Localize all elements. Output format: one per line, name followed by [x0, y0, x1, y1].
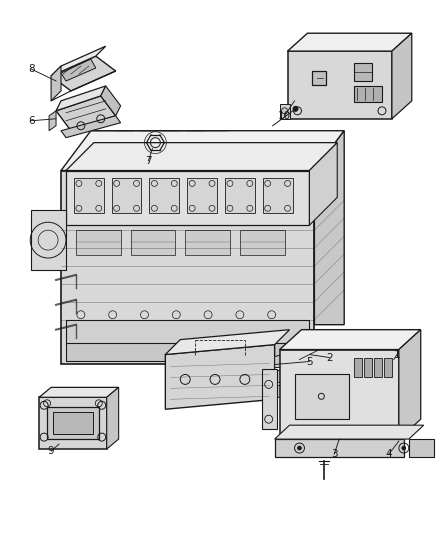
Bar [31, 211, 66, 270]
Polygon shape [61, 131, 344, 171]
Polygon shape [288, 33, 412, 51]
Text: 10: 10 [278, 111, 291, 121]
Polygon shape [165, 345, 275, 409]
Bar [74, 179, 104, 213]
Bar [384, 358, 392, 377]
Circle shape [402, 446, 406, 450]
Circle shape [297, 446, 301, 450]
Text: 9: 9 [48, 446, 54, 456]
Bar [47, 407, 99, 439]
Bar [53, 412, 93, 434]
Bar [225, 179, 255, 213]
Bar [409, 439, 434, 457]
Bar [279, 104, 290, 119]
Text: 8: 8 [28, 64, 35, 74]
Bar [262, 369, 277, 429]
Bar [66, 171, 309, 225]
Text: 5: 5 [306, 357, 313, 367]
Polygon shape [66, 143, 337, 171]
Bar [354, 358, 362, 377]
Bar [279, 350, 399, 439]
Polygon shape [314, 131, 344, 325]
Polygon shape [275, 382, 294, 397]
Bar [354, 63, 372, 81]
Text: 2: 2 [326, 352, 332, 362]
Bar [66, 320, 309, 345]
Bar [294, 375, 349, 419]
Polygon shape [51, 66, 61, 101]
Bar [61, 171, 314, 365]
Bar [374, 358, 382, 377]
Text: 3: 3 [331, 449, 338, 459]
Text: 6: 6 [28, 116, 35, 126]
Bar [185, 230, 230, 255]
Polygon shape [51, 46, 106, 76]
Bar [288, 51, 392, 119]
Polygon shape [56, 86, 106, 111]
Polygon shape [61, 116, 120, 138]
Bar [112, 179, 141, 213]
Bar [76, 230, 120, 255]
Bar [312, 71, 326, 85]
Bar [354, 86, 382, 102]
Polygon shape [61, 59, 96, 81]
Polygon shape [51, 56, 116, 91]
Polygon shape [275, 425, 424, 439]
Polygon shape [49, 111, 56, 131]
Polygon shape [39, 387, 119, 397]
Bar [275, 439, 404, 457]
Polygon shape [107, 387, 119, 449]
Polygon shape [275, 367, 294, 382]
Polygon shape [275, 352, 294, 367]
Polygon shape [279, 330, 421, 350]
Polygon shape [165, 330, 290, 354]
Polygon shape [101, 86, 120, 116]
Bar [364, 358, 372, 377]
Bar [240, 230, 285, 255]
Polygon shape [399, 330, 421, 439]
Polygon shape [56, 96, 116, 131]
Bar [66, 343, 309, 360]
Circle shape [293, 107, 298, 111]
Bar [131, 230, 175, 255]
Bar [39, 397, 107, 449]
Bar [149, 179, 179, 213]
Text: 4: 4 [385, 449, 392, 459]
Polygon shape [392, 33, 412, 119]
Text: 7: 7 [145, 156, 152, 166]
Bar [263, 179, 293, 213]
Polygon shape [309, 143, 337, 225]
Bar [187, 179, 217, 213]
Text: 1: 1 [394, 350, 400, 360]
